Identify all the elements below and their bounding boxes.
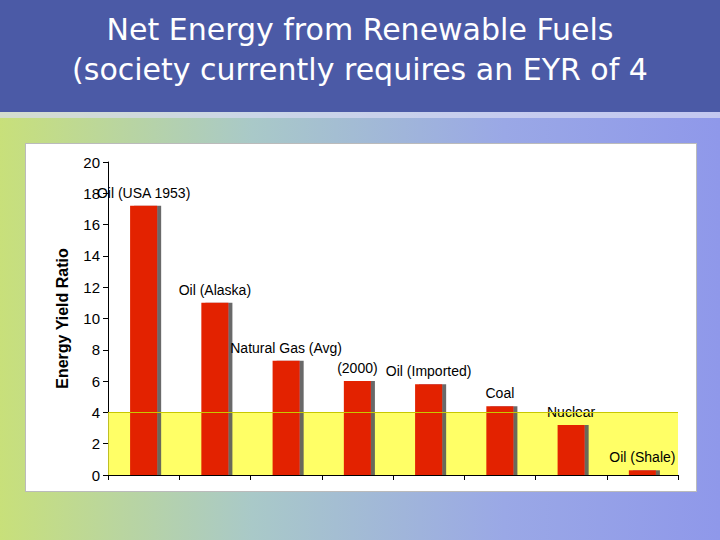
html-text:Net Energy from Renewable Fuel: Net Energy from Renewable Fuels [106,12,614,47]
svg-text:0: 0 [92,467,100,484]
svg-text:(2000): (2000) [337,360,377,376]
svg-text:4: 4 [92,404,100,421]
svg-text:6: 6 [92,373,100,390]
svg-text:Energy Yield Ratio: Energy Yield Ratio [54,248,71,389]
svg-text:18: 18 [83,184,100,202]
svg-text:16: 16 [83,216,100,233]
svg-text:20: 20 [83,154,100,171]
svg-text:Oil (Shale): Oil (Shale) [609,449,675,465]
svg-text:Oil (Imported): Oil (Imported) [386,363,472,379]
svg-text:Oil (USA 1953): Oil (USA 1953) [97,185,190,201]
svg-text:14: 14 [83,247,100,264]
svg-text:8: 8 [92,341,100,358]
svg-text:10: 10 [83,310,100,327]
svg-text:Coal: Coal [485,385,514,401]
svg-text:Oil (Alaska): Oil (Alaska) [179,282,251,298]
svg-text:Natural Gas (Avg): Natural Gas (Avg) [230,340,342,356]
svg-text:2: 2 [92,435,100,452]
svg-text:Nuclear: Nuclear [547,404,596,420]
html-text:(society currently requires an: (society currently requires an EYR of 4 [72,52,648,87]
svg-text:12: 12 [83,279,100,296]
